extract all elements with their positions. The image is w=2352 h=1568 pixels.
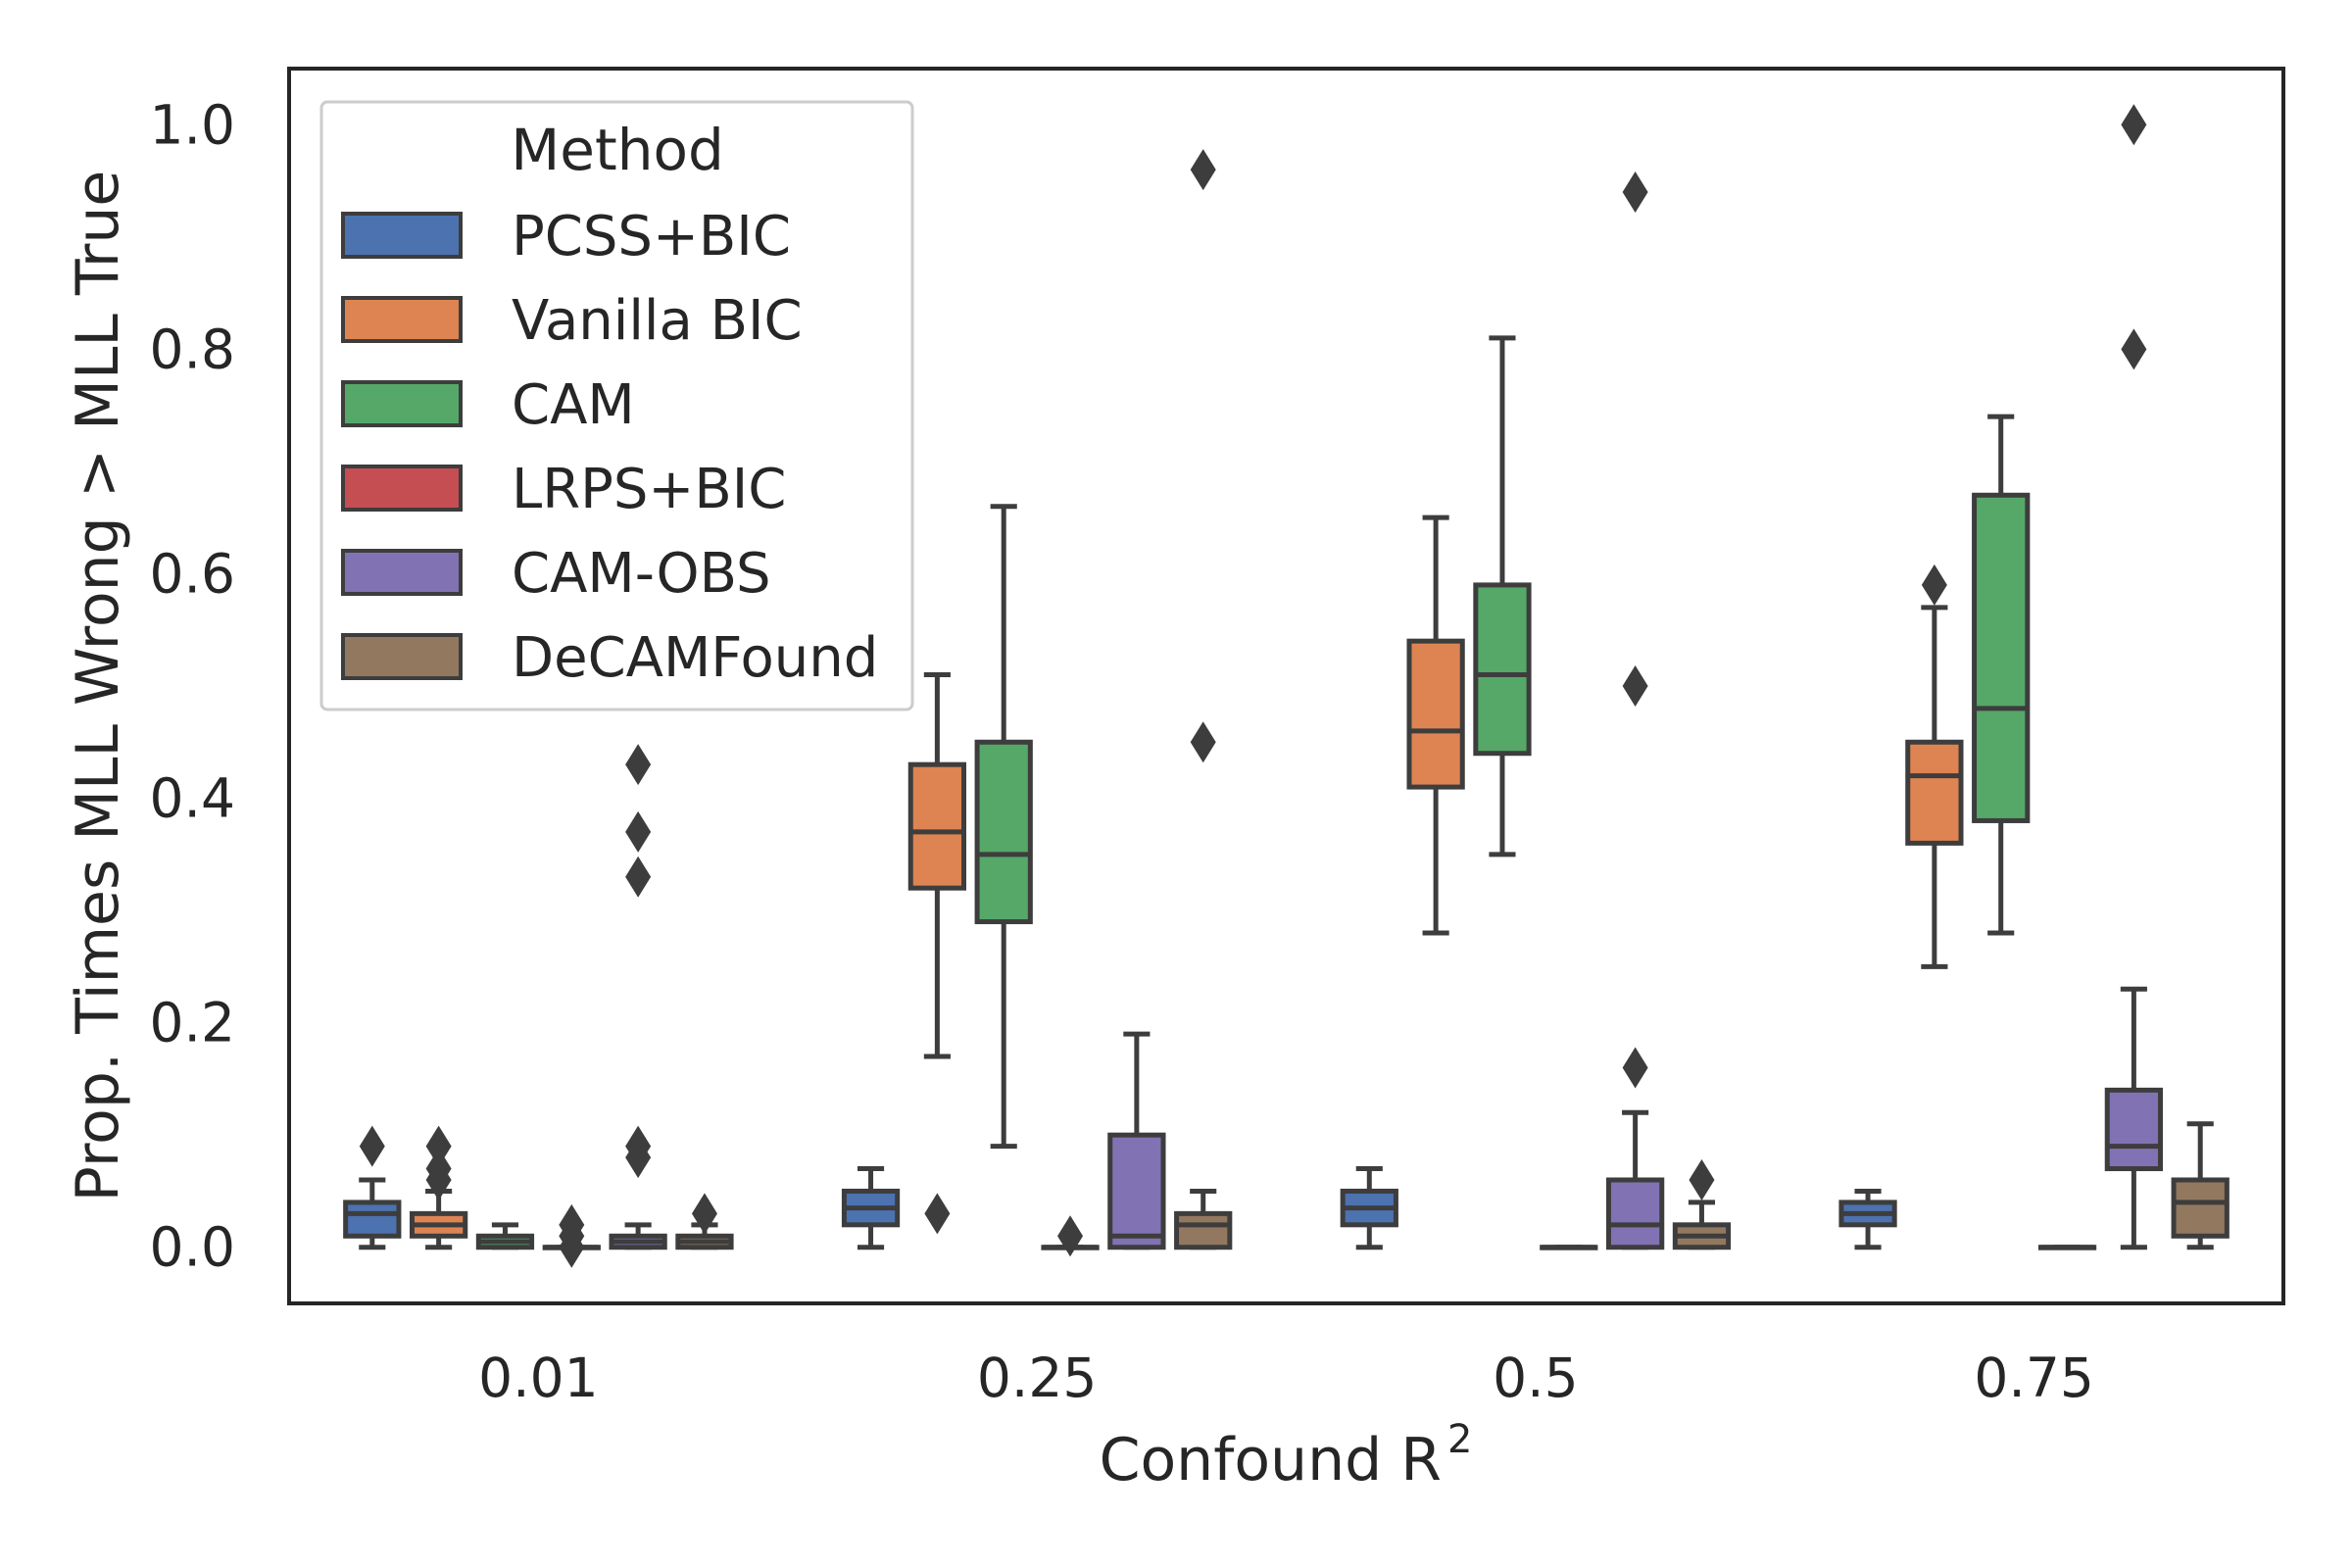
outlier-marker — [425, 1148, 452, 1190]
box-cam-obs — [609, 744, 667, 1250]
legend-label: CAM-OBS — [512, 542, 771, 606]
legend-swatch — [341, 296, 463, 343]
box-iqr — [1107, 1132, 1166, 1250]
box-vanilla-bic — [1905, 564, 1964, 969]
box-lrps-bic — [542, 1203, 601, 1268]
legend: Method PCSS+BIC Vanilla BIC CAM LRPS+BIC CAM… — [319, 100, 914, 711]
box-cam — [1473, 335, 1532, 858]
y-tick-label: 0.8 — [150, 318, 235, 380]
outlier-marker — [924, 1193, 951, 1235]
box-iqr — [2104, 1087, 2164, 1172]
legend-label: PCSS+BIC — [512, 205, 791, 269]
box-iqr — [907, 761, 967, 891]
y-axis-label: Prop. Times MLL Wrong > MLL True — [64, 171, 132, 1202]
legend-title: Method — [511, 117, 724, 183]
plot-area — [343, 104, 2230, 1268]
x-axis-ticks: 0.01 0.25 0.5 0.75 — [478, 1347, 2094, 1409]
y-tick-label: 0.6 — [150, 542, 235, 605]
y-tick-label: 0.2 — [150, 992, 235, 1054]
box-iqr — [1972, 492, 2031, 823]
box-iqr — [974, 739, 1033, 925]
outlier-marker — [625, 744, 652, 786]
box-decamfound — [1174, 149, 1233, 1250]
box-pcss-bic — [1340, 1166, 1398, 1250]
box-pcss-bic — [1838, 1188, 1897, 1250]
box-lrps-bic — [1041, 1215, 1100, 1257]
plot-frame — [287, 67, 2285, 1305]
outlier-marker — [625, 856, 652, 898]
x-axis-label-text: Confound R — [1100, 1426, 1442, 1494]
outlier-marker — [425, 1125, 452, 1167]
outlier-marker — [625, 810, 652, 853]
legend-swatch — [341, 549, 463, 596]
outlier-marker — [1190, 721, 1216, 763]
box-iqr — [1473, 582, 1532, 757]
box-cam-obs — [1107, 1031, 1166, 1250]
box-cam-obs — [1605, 172, 1665, 1250]
box-iqr — [2171, 1177, 2230, 1239]
outlier-marker — [1622, 665, 1648, 707]
box-iqr — [1174, 1210, 1233, 1250]
box-decamfound — [675, 1193, 734, 1250]
box-decamfound — [1672, 1159, 1732, 1250]
x-tick-label: 0.25 — [977, 1347, 1097, 1409]
outlier-marker — [1622, 172, 1648, 213]
box-cam — [1972, 414, 2031, 936]
box-iqr — [1605, 1177, 1665, 1250]
box-iqr — [1905, 739, 1964, 846]
box-iqr — [1406, 638, 1465, 790]
x-tick-label: 0.5 — [1493, 1347, 1578, 1409]
outlier-marker — [1622, 1047, 1648, 1089]
y-tick-label: 1.0 — [150, 93, 235, 156]
box-vanilla-bic — [409, 1125, 468, 1250]
outlier-marker — [625, 1125, 652, 1167]
x-axis-label-superscript: 2 — [1447, 1417, 1472, 1462]
legend-swatch — [341, 212, 463, 259]
legend-swatch — [341, 633, 463, 680]
legend-label: LRPS+BIC — [512, 458, 786, 521]
box-lrps-bic — [2037, 1245, 2097, 1250]
outlier-marker — [1921, 564, 1947, 606]
box-vanilla-bic — [907, 672, 967, 1235]
box-iqr — [343, 1200, 402, 1239]
x-tick-label: 0.75 — [1974, 1347, 2093, 1409]
legend-label: CAM — [512, 373, 635, 437]
y-axis-ticks: 0.0 0.2 0.4 0.6 0.8 1.0 — [150, 93, 235, 1278]
outlier-marker — [559, 1203, 585, 1246]
legend-swatch — [341, 465, 463, 512]
legend-label: Vanilla BIC — [512, 289, 803, 353]
box-cam-obs — [2104, 104, 2164, 1250]
box-pcss-bic — [343, 1125, 402, 1250]
legend-box — [319, 100, 914, 711]
box-cam — [974, 504, 1033, 1150]
box-decamfound — [2171, 1121, 2230, 1250]
outlier-marker — [2121, 104, 2147, 146]
y-tick-label: 0.0 — [150, 1216, 235, 1279]
y-tick-label: 0.4 — [150, 767, 235, 830]
outlier-marker — [1689, 1159, 1715, 1200]
box-cam — [475, 1222, 535, 1250]
outlier-marker — [359, 1125, 385, 1167]
legend-swatch — [341, 380, 463, 427]
box-vanilla-bic — [1406, 514, 1465, 936]
outlier-marker — [2121, 328, 2147, 370]
outlier-marker — [691, 1193, 717, 1235]
outlier-marker — [1057, 1215, 1084, 1257]
x-tick-label: 0.01 — [478, 1347, 598, 1409]
legend-label: DeCAMFound — [512, 626, 878, 690]
box-lrps-bic — [1540, 1245, 1598, 1250]
outlier-marker — [1190, 149, 1216, 191]
box-pcss-bic — [841, 1166, 901, 1250]
